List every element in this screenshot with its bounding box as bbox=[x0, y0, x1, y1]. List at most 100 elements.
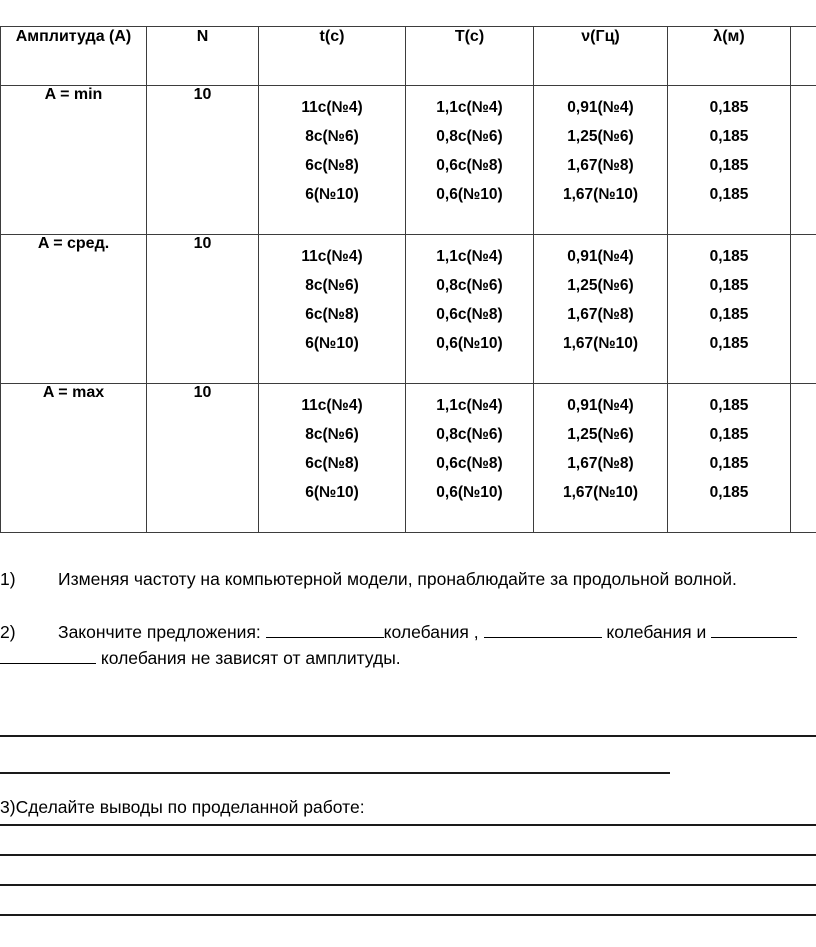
value-line: 0,91(№4) bbox=[567, 99, 634, 116]
question-3-text: Сделайте выводы по проделанной работе: bbox=[15, 796, 365, 817]
value-line: 0 bbox=[791, 478, 816, 507]
value-line: 1,67(№10) bbox=[562, 186, 638, 204]
value-line: 0 bbox=[791, 180, 816, 209]
answer-blank-1[interactable] bbox=[265, 636, 384, 638]
value-line: 6(№10) bbox=[305, 335, 359, 353]
value-stack: 0 0 0 0 bbox=[791, 235, 816, 359]
column-header-amplitude: Амплитуда (А) bbox=[0, 26, 147, 86]
cell-velocity: 0 0 0 0 bbox=[790, 234, 816, 384]
answer-rule-line[interactable] bbox=[0, 914, 816, 916]
value-stack: 11c(№4) 8c(№6) 6c(№8) 6(№10) bbox=[259, 235, 405, 359]
value-line: 0,185 bbox=[709, 128, 749, 146]
table-body: A = min 10 11c(№4) 8c(№6) 6c(№8) 6(№10) … bbox=[0, 85, 816, 533]
answer-rule-line[interactable] bbox=[0, 824, 816, 826]
answer-blank-2[interactable] bbox=[483, 636, 602, 638]
value-line: 0,185 bbox=[709, 248, 749, 265]
value-line: 0 bbox=[791, 420, 816, 449]
answer-blank-4[interactable] bbox=[0, 663, 96, 665]
value-line: 0,6(№10) bbox=[436, 335, 503, 353]
value-line: 8c(№6) bbox=[305, 426, 359, 444]
value-line: 0,6(№10) bbox=[436, 484, 503, 502]
value-line: 0 bbox=[791, 300, 816, 329]
value-line: 0,6c(№8) bbox=[436, 455, 503, 473]
value-line: 1,67(№8) bbox=[567, 455, 634, 473]
table-header-row: Амплитуда (А) N t(c) T(c) ν(Гц) λ(м) υ bbox=[0, 26, 816, 86]
value-line: 0,6c(№8) bbox=[436, 157, 503, 175]
value-line: 0 bbox=[791, 449, 816, 478]
table-row: A = max 10 11c(№4) 8c(№6) 6c(№8) 6(№10) … bbox=[0, 383, 816, 533]
answer-rule-line[interactable] bbox=[0, 735, 816, 737]
value-stack: 0,185 0,185 0,185 0,185 bbox=[668, 86, 790, 210]
value-line: 8c(№6) bbox=[305, 277, 359, 295]
value-stack: 11c(№4) 8c(№6) 6c(№8) 6(№10) bbox=[259, 384, 405, 508]
value-line: 0,91(№4) bbox=[567, 248, 634, 265]
value-line: 6c(№8) bbox=[305, 157, 359, 175]
value-stack: 0 0 0 0 bbox=[791, 384, 816, 508]
value-line: 0,185 bbox=[709, 335, 749, 353]
value-line: 0 bbox=[791, 329, 816, 358]
question-1-text: Изменяя частоту на компьютерной модели, … bbox=[58, 569, 737, 589]
value-line: 0,8c(№6) bbox=[436, 128, 503, 146]
cell-velocity: 0 0 0 0 bbox=[790, 383, 816, 533]
answer-rule-line[interactable] bbox=[0, 772, 670, 774]
cell-n: 10 bbox=[146, 85, 259, 235]
value-line: 0 bbox=[791, 271, 816, 300]
column-header-period: T(c) bbox=[405, 26, 534, 86]
value-line: 0 bbox=[791, 242, 816, 271]
question-2: 2) Закончите предложения: колебания , кол… bbox=[0, 619, 816, 672]
value-line: 1,1c(№4) bbox=[436, 397, 503, 414]
cell-wavelength: 0,185 0,185 0,185 0,185 bbox=[667, 234, 791, 384]
value-line: 0,185 bbox=[709, 186, 749, 204]
value-line: 1,67(№10) bbox=[562, 335, 638, 353]
value-stack: 11c(№4) 8c(№6) 6c(№8) 6(№10) bbox=[259, 86, 405, 210]
value-line: 0,185 bbox=[709, 157, 749, 175]
value-stack: 0,91(№4) 1,25(№6) 1,67(№8) 1,67(№10) bbox=[534, 384, 667, 508]
value-line: 8c(№6) bbox=[305, 128, 359, 146]
value-line: 0,185 bbox=[709, 99, 749, 116]
cell-time: 11c(№4) 8c(№6) 6c(№8) 6(№10) bbox=[258, 234, 406, 384]
value-line: 6c(№8) bbox=[305, 306, 359, 324]
answer-blank-3[interactable] bbox=[711, 636, 798, 638]
cell-amplitude: A = min bbox=[0, 85, 147, 235]
cell-frequency: 0,91(№4) 1,25(№6) 1,67(№8) 1,67(№10) bbox=[533, 234, 668, 384]
value-line: 1,25(№6) bbox=[567, 128, 634, 146]
value-line: 11c(№4) bbox=[301, 99, 363, 116]
question-1-number: 1) bbox=[0, 569, 16, 589]
value-line: 0,6c(№8) bbox=[436, 306, 503, 324]
question-2-number: 2) bbox=[0, 621, 16, 642]
cell-period: 1,1c(№4) 0,8c(№6) 0,6c(№8) 0,6(№10) bbox=[405, 383, 534, 533]
value-stack: 0,185 0,185 0,185 0,185 bbox=[668, 235, 790, 359]
measurements-table: Амплитуда (А) N t(c) T(c) ν(Гц) λ(м) υ A… bbox=[0, 26, 816, 533]
value-stack: 0,91(№4) 1,25(№6) 1,67(№8) 1,67(№10) bbox=[534, 86, 667, 210]
value-stack: 0,91(№4) 1,25(№6) 1,67(№8) 1,67(№10) bbox=[534, 235, 667, 359]
value-line: 0,185 bbox=[709, 455, 749, 473]
value-line: 0,8c(№6) bbox=[436, 426, 503, 444]
table-row: A = сред. 10 11c(№4) 8c(№6) 6c(№8) 6(№10… bbox=[0, 234, 816, 384]
value-line: 0 bbox=[791, 122, 816, 151]
value-line: 11c(№4) bbox=[301, 248, 363, 265]
cell-wavelength: 0,185 0,185 0,185 0,185 bbox=[667, 383, 791, 533]
question-2-text-part4: колебания не зависят от амплитуды. bbox=[100, 648, 401, 669]
table-header: Амплитуда (А) N t(c) T(c) ν(Гц) λ(м) υ bbox=[0, 26, 816, 86]
value-line: 1,67(№8) bbox=[567, 157, 634, 175]
table-row: A = min 10 11c(№4) 8c(№6) 6c(№8) 6(№10) … bbox=[0, 85, 816, 235]
answer-rule-line[interactable] bbox=[0, 884, 816, 886]
value-line: 0 bbox=[791, 93, 816, 122]
cell-frequency: 0,91(№4) 1,25(№6) 1,67(№8) 1,67(№10) bbox=[533, 85, 668, 235]
cell-velocity: 0 0 0 0 bbox=[790, 85, 816, 235]
answer-rule-line[interactable] bbox=[0, 854, 816, 856]
cell-frequency: 0,91(№4) 1,25(№6) 1,67(№8) 1,67(№10) bbox=[533, 383, 668, 533]
cell-amplitude: A = сред. bbox=[0, 234, 147, 384]
measurements-table-container: Амплитуда (А) N t(c) T(c) ν(Гц) λ(м) υ A… bbox=[0, 26, 816, 533]
cell-time: 11c(№4) 8c(№6) 6c(№8) 6(№10) bbox=[258, 383, 406, 533]
cell-time: 11c(№4) 8c(№6) 6c(№8) 6(№10) bbox=[258, 85, 406, 235]
value-line: 0 bbox=[791, 151, 816, 180]
value-line: 1,25(№6) bbox=[567, 277, 634, 295]
value-stack: 0 0 0 0 bbox=[791, 86, 816, 210]
value-line: 0,6(№10) bbox=[436, 186, 503, 204]
value-stack: 1,1c(№4) 0,8c(№6) 0,6c(№8) 0,6(№10) bbox=[406, 235, 533, 359]
column-header-n: N bbox=[146, 26, 259, 86]
question-3: 3)Сделайте выводы по проделанной работе: bbox=[0, 797, 816, 818]
cell-period: 1,1c(№4) 0,8c(№6) 0,6c(№8) 0,6(№10) bbox=[405, 234, 534, 384]
value-line: 1,67(№10) bbox=[562, 484, 638, 502]
